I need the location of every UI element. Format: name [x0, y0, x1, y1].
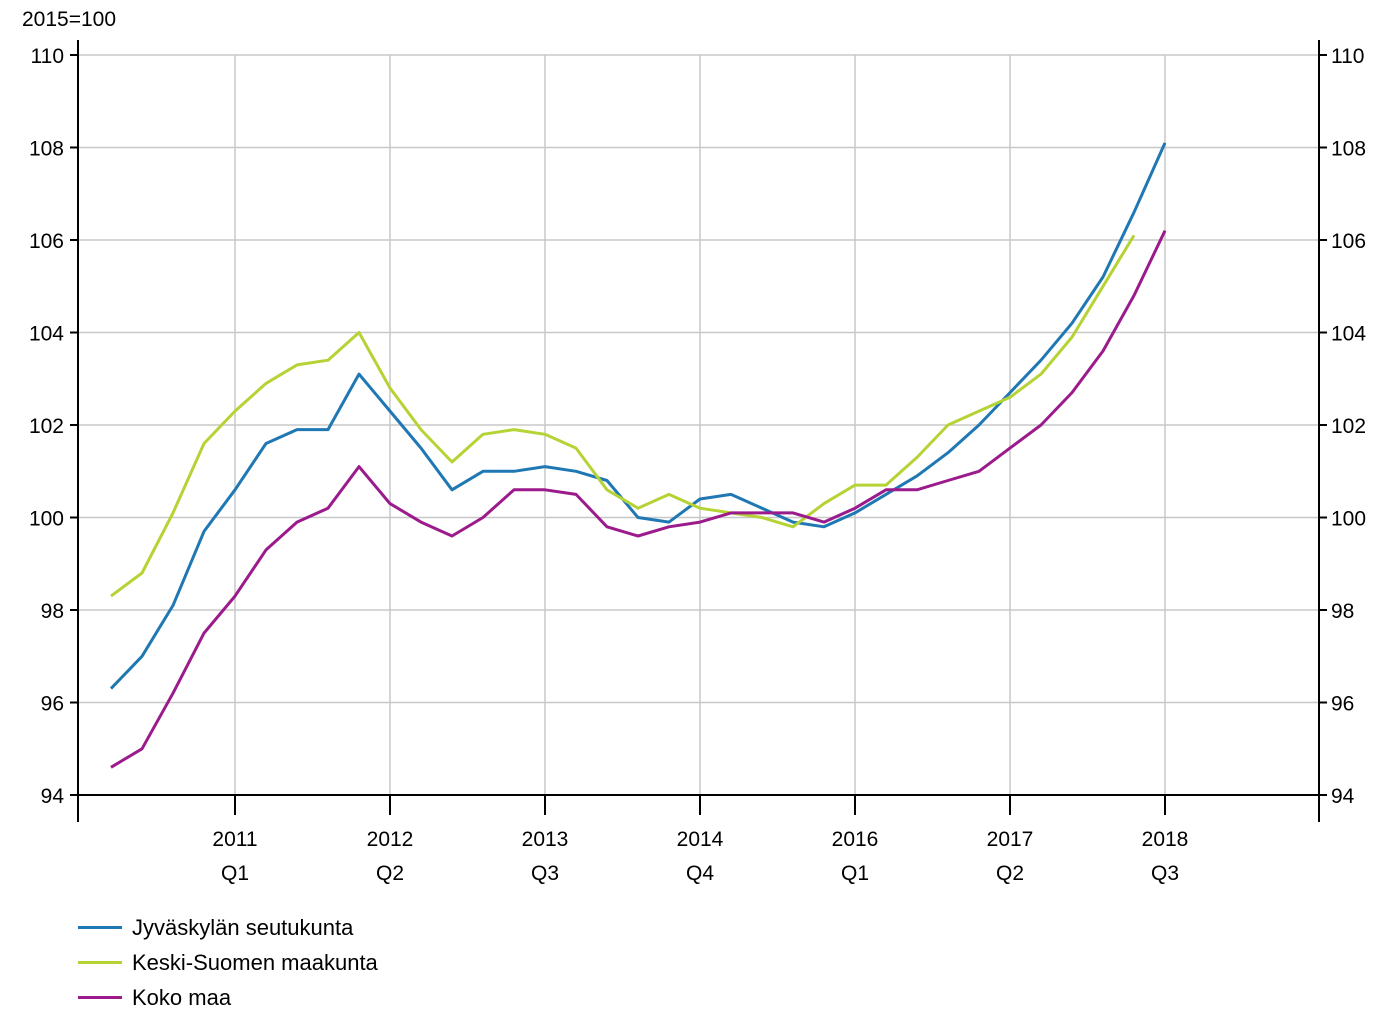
legend-item-series-2: Keski-Suomen maakunta [78, 945, 378, 980]
x-tick-label-quarter: Q3 [531, 862, 559, 885]
legend-item-series-1: Jyväskylän seutukunta [78, 910, 378, 945]
y-tick-label-left: 94 [41, 785, 65, 808]
legend-swatch [78, 961, 122, 964]
series-line-2 [110, 234, 1136, 598]
x-tick-label-year: 2017 [987, 828, 1034, 851]
y-tick-label-left: 96 [41, 693, 64, 716]
x-tick-label-quarter: Q2 [996, 862, 1024, 885]
x-tick-label-quarter: Q1 [221, 862, 249, 885]
legend-item-series-3: Koko maa [78, 980, 378, 1015]
y-tick-label-right: 96 [1331, 693, 1354, 716]
y-tick-label-left: 106 [29, 230, 64, 253]
x-tick-label-year: 2016 [832, 828, 879, 851]
legend: Jyväskylän seutukunta Keski-Suomen maaku… [78, 910, 378, 1015]
y-tick-label-left: 100 [29, 508, 64, 531]
legend-swatch [78, 996, 122, 999]
legend-label: Keski-Suomen maakunta [132, 949, 378, 975]
series-lines [109, 142, 1167, 769]
y-tick-label-right: 102 [1331, 415, 1366, 438]
y-tick-label-right: 106 [1331, 230, 1366, 253]
y-tick-label-right: 108 [1331, 138, 1366, 161]
legend-label: Jyväskylän seutukunta [132, 914, 354, 940]
x-tick-label-year: 2013 [522, 828, 569, 851]
line-chart: 2015=100 94 94 96 96 98 98 100 100 102 102 104 104 1… [22, 8, 1366, 885]
y-tick-label-left: 98 [41, 600, 64, 623]
y-tick-label-left: 102 [29, 415, 64, 438]
y-tick-label-right: 94 [1331, 785, 1355, 808]
gridlines [78, 54, 1319, 795]
legend-label: Koko maa [132, 984, 232, 1010]
legend-swatch [78, 926, 122, 929]
x-tick-label-quarter: Q3 [1151, 862, 1179, 885]
y-tick-label-left: 104 [29, 323, 64, 346]
unit-label: 2015=100 [22, 8, 116, 31]
y-tick-label-right: 110 [1331, 45, 1364, 68]
series-line-1 [109, 142, 1167, 690]
tick-labels: 94 94 96 96 98 98 100 100 102 102 104 104 106 106 108 1… [29, 45, 1366, 885]
x-tick-label-year: 2014 [677, 828, 724, 851]
y-tick-label-right: 98 [1331, 600, 1354, 623]
x-tick-label-quarter: Q1 [841, 862, 869, 885]
x-tick-label-quarter: Q4 [686, 862, 714, 885]
x-tick-label-year: 2012 [367, 828, 414, 851]
x-tick-label-quarter: Q2 [376, 862, 404, 885]
x-tick-label-year: 2018 [1142, 828, 1189, 851]
y-tick-label-left: 108 [29, 138, 64, 161]
series-line-3 [110, 230, 1167, 769]
axes [70, 40, 1327, 822]
y-tick-label-right: 100 [1331, 508, 1366, 531]
y-tick-label-left: 110 [31, 45, 64, 68]
x-tick-label-year: 2011 [212, 828, 257, 851]
y-tick-label-right: 104 [1331, 323, 1366, 346]
